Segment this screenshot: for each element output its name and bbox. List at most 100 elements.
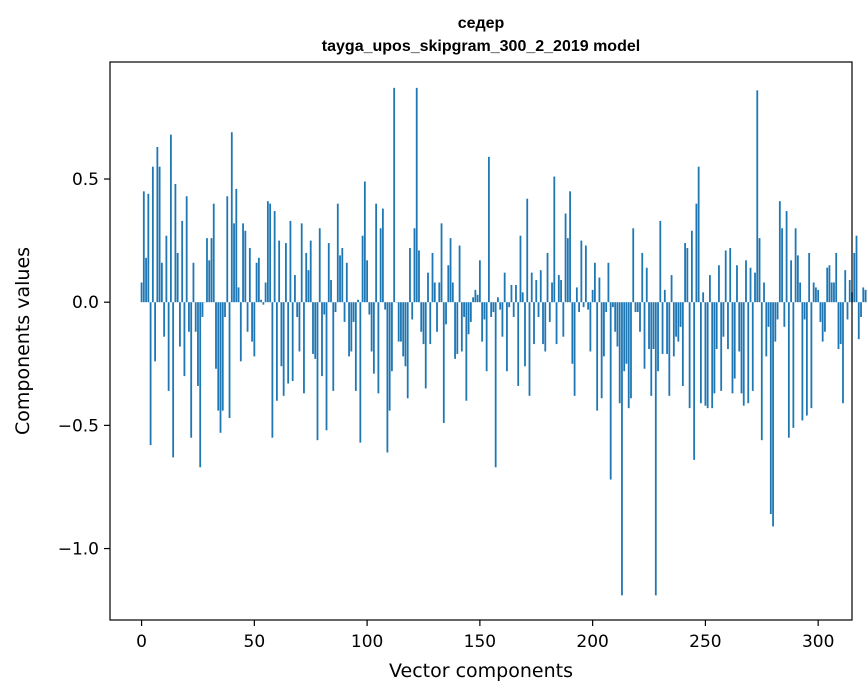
- bar-102: [370, 302, 373, 352]
- bar-69: [296, 302, 299, 317]
- bar-279: [769, 302, 772, 515]
- bar-21: [188, 302, 190, 332]
- bar-26: [199, 302, 202, 468]
- bar-53: [260, 299, 262, 303]
- bar-220: [636, 302, 639, 313]
- bar-196: [582, 302, 585, 308]
- bar-116: [402, 302, 405, 357]
- bar-307: [833, 282, 835, 303]
- bar-229: [657, 302, 659, 372]
- bar-232: [663, 289, 666, 303]
- x-tick-label-150: 150: [464, 632, 496, 652]
- bar-194: [578, 302, 580, 313]
- bar-22: [190, 302, 193, 438]
- bar-228: [654, 302, 657, 596]
- bar-177: [539, 270, 542, 303]
- bar-1: [142, 191, 145, 303]
- bar-256: [718, 265, 720, 303]
- bar-170: [524, 302, 526, 367]
- bar-158: [497, 297, 499, 303]
- bar-13: [169, 134, 172, 303]
- bar-301: [819, 302, 822, 322]
- y-axis: −1.0 −0.5 0.0 0.5: [58, 170, 110, 560]
- bar-43: [237, 287, 240, 303]
- bar-317: [855, 235, 858, 303]
- bar-89: [341, 248, 344, 303]
- bar-266: [740, 302, 743, 394]
- bar-308: [835, 252, 838, 303]
- bar-86: [334, 302, 337, 313]
- bar-237: [675, 302, 677, 337]
- bar-280: [772, 302, 774, 527]
- x-tick-label-100: 100: [351, 632, 383, 652]
- bar-163: [508, 302, 511, 308]
- bar-66: [289, 220, 292, 303]
- bar-309: [837, 302, 840, 350]
- bar-275: [760, 302, 763, 441]
- bar-159: [499, 302, 502, 310]
- bar-176: [537, 302, 540, 317]
- bar-171: [526, 198, 529, 303]
- bar-56: [266, 201, 269, 303]
- bar-295: [805, 302, 808, 416]
- chart-title: седер: [458, 15, 505, 32]
- bar-185: [557, 275, 560, 303]
- bar-222: [641, 252, 644, 303]
- bar-144: [465, 302, 468, 401]
- bar-114: [397, 302, 400, 342]
- bar-243: [688, 302, 691, 409]
- bar-294: [803, 302, 806, 320]
- bar-258: [722, 302, 725, 337]
- x-axis: 0 50 100 150 200 250 300: [136, 620, 834, 652]
- bar-37: [224, 302, 226, 317]
- x-tick-label-200: 200: [576, 632, 608, 652]
- bar-142: [460, 302, 463, 352]
- bar-200: [591, 289, 594, 303]
- y-tick-label-3: 0.5: [72, 170, 99, 190]
- bar-104: [375, 203, 378, 303]
- bar-180: [546, 252, 549, 303]
- bar-191: [571, 302, 574, 364]
- bar-231: [661, 302, 664, 354]
- bar-224: [645, 267, 648, 303]
- bar-211: [616, 302, 619, 347]
- bar-148: [474, 289, 477, 303]
- bar-73: [305, 252, 308, 303]
- bar-169: [521, 292, 524, 303]
- bar-19: [183, 302, 186, 377]
- bar-214: [623, 302, 626, 372]
- bar-31: [210, 238, 213, 303]
- bar-150: [478, 260, 481, 303]
- bar-132: [438, 282, 441, 303]
- bar-257: [720, 302, 723, 391]
- bar-260: [727, 302, 729, 350]
- bar-59: [273, 211, 276, 303]
- chart-subtitle: tayga_upos_skipgram_300_2_2019 model: [322, 38, 640, 55]
- bar-118: [406, 302, 409, 399]
- x-tick-label-300: 300: [802, 632, 834, 652]
- bar-289: [792, 302, 795, 428]
- bar-304: [826, 267, 829, 303]
- bar-235: [670, 275, 673, 303]
- bar-100: [366, 260, 368, 303]
- bar-313: [846, 302, 849, 320]
- bar-226: [650, 302, 653, 396]
- bar-47: [246, 302, 249, 332]
- bar-210: [614, 302, 617, 332]
- bar-278: [767, 302, 770, 327]
- bar-223: [643, 302, 646, 369]
- bar-124: [420, 302, 423, 332]
- bar-33: [215, 302, 217, 369]
- bar-155: [490, 302, 493, 317]
- bar-20: [185, 196, 188, 303]
- bar-261: [729, 248, 732, 303]
- bar-42: [235, 188, 238, 303]
- bar-30: [208, 260, 211, 303]
- bar-99: [363, 181, 366, 303]
- bar-267: [742, 302, 745, 406]
- y-tick-label-0: −1.0: [58, 540, 99, 560]
- bar-305: [828, 265, 831, 303]
- bar-205: [603, 302, 605, 357]
- bar-236: [672, 302, 675, 357]
- bar-92: [348, 302, 350, 357]
